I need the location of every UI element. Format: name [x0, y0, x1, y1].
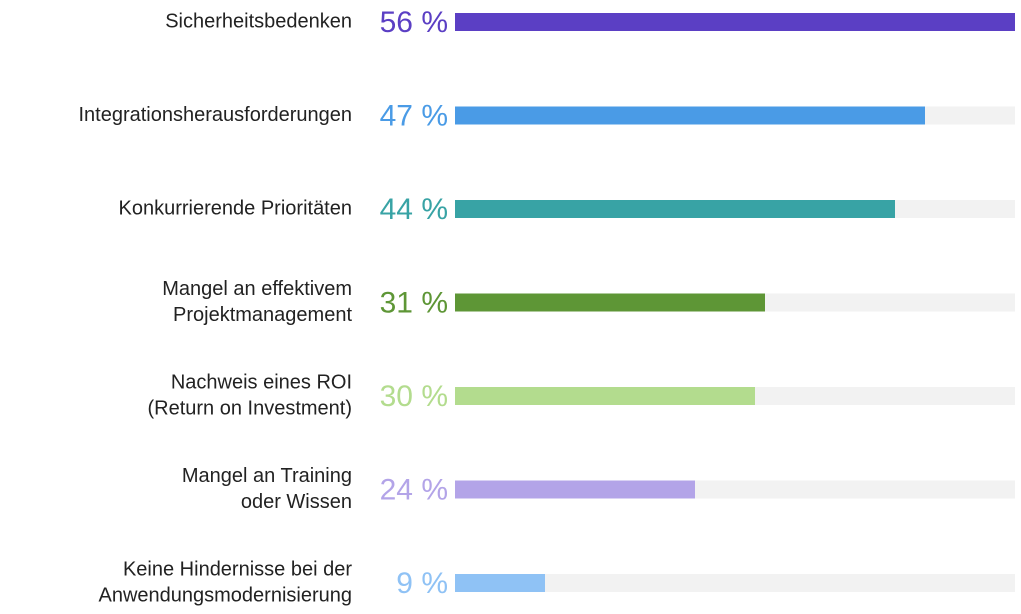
bar	[455, 387, 755, 405]
bar	[455, 106, 925, 125]
bar	[455, 480, 695, 499]
category-label: (Return on Investment)	[147, 397, 352, 419]
category-label: Konkurrierende Prioritäten	[119, 197, 352, 219]
bar	[455, 200, 895, 218]
value-label: 31 %	[380, 286, 448, 319]
bar	[455, 13, 1015, 31]
category-label: Projektmanagement	[173, 304, 352, 326]
value-label: 44 %	[380, 193, 448, 226]
category-label: Keine Hindernisse bei der	[123, 558, 352, 580]
value-label: 56 %	[380, 6, 448, 39]
category-label: Mangel an Training	[182, 465, 352, 487]
category-label: Nachweis eines ROI	[171, 371, 352, 393]
category-label: oder Wissen	[241, 491, 352, 513]
category-label: Integrationsherausforderungen	[78, 104, 352, 126]
value-label: 24 %	[380, 473, 448, 506]
bar-track	[455, 574, 1015, 592]
category-label: Mangel an effektivem	[162, 278, 352, 300]
bar	[455, 293, 765, 312]
value-label: 47 %	[380, 99, 448, 132]
category-label: Sicherheitsbedenken	[165, 10, 352, 32]
value-label: 9 %	[396, 567, 448, 600]
value-label: 30 %	[380, 380, 448, 413]
bar	[455, 574, 545, 592]
category-label: Anwendungsmodernisierung	[99, 584, 353, 606]
